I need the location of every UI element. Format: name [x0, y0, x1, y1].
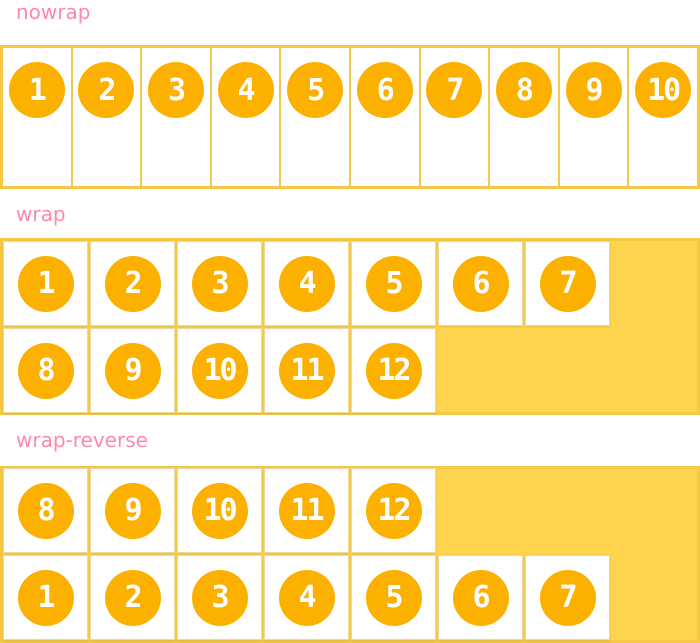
label-wrap: wrap — [16, 202, 66, 226]
number-badge: 9 — [104, 342, 161, 399]
number-badge: 6 — [356, 62, 413, 118]
number-badge: 1 — [17, 569, 74, 626]
nowrap-container: 1 2 3 4 5 6 7 8 9 10 — [0, 45, 700, 189]
flex-item: 4 — [264, 241, 349, 326]
number-badge: 6 — [452, 255, 509, 312]
number-badge: 3 — [147, 62, 204, 118]
flex-item: 3 — [142, 48, 212, 186]
flex-item: 12 — [351, 468, 436, 553]
number-badge: 6 — [452, 569, 509, 626]
flex-item: 7 — [525, 241, 610, 326]
number-badge: 2 — [104, 255, 161, 312]
number-badge: 7 — [539, 569, 596, 626]
number-badge: 2 — [104, 569, 161, 626]
flex-item: 6 — [438, 555, 523, 640]
flex-item: 4 — [264, 555, 349, 640]
number-badge: 3 — [191, 255, 248, 312]
number-badge: 11 — [278, 342, 335, 399]
flex-item: 1 — [3, 241, 88, 326]
flex-item: 2 — [90, 555, 175, 640]
flex-item: 5 — [281, 48, 351, 186]
number-badge: 2 — [78, 62, 135, 118]
number-badge: 9 — [565, 62, 622, 118]
number-badge: 4 — [217, 62, 274, 118]
flex-item: 7 — [420, 48, 491, 186]
flex-item: 3 — [177, 241, 262, 326]
flex-item: 7 — [525, 555, 610, 640]
flex-item: 6 — [438, 241, 523, 326]
flex-item: 8 — [490, 48, 560, 186]
flex-item: 1 — [3, 48, 73, 186]
number-badge: 12 — [365, 342, 422, 399]
flex-item: 5 — [351, 555, 436, 640]
number-badge: 4 — [278, 255, 335, 312]
number-badge: 3 — [191, 569, 248, 626]
flex-item: 3 — [177, 555, 262, 640]
number-badge: 8 — [495, 62, 552, 118]
number-badge: 7 — [426, 62, 483, 118]
flex-item: 8 — [3, 328, 88, 413]
number-badge: 5 — [365, 255, 422, 312]
label-wrap-reverse: wrap-reverse — [16, 428, 148, 452]
number-badge: 5 — [365, 569, 422, 626]
number-badge: 10 — [635, 62, 692, 118]
number-badge: 11 — [278, 482, 335, 539]
number-badge: 5 — [287, 62, 344, 118]
flex-item: 11 — [264, 328, 349, 413]
number-badge: 4 — [278, 569, 335, 626]
flex-item: 1 — [3, 555, 88, 640]
flex-item: 2 — [72, 48, 143, 186]
number-badge: 10 — [191, 482, 248, 539]
flex-item: 10 — [177, 468, 262, 553]
flex-item: 2 — [90, 241, 175, 326]
wrap-container: 1 2 3 4 5 6 7 8 9 10 11 12 — [0, 238, 700, 415]
number-badge: 1 — [8, 62, 65, 118]
flex-item: 12 — [351, 328, 436, 413]
flex-item: 8 — [3, 468, 88, 553]
flex-item: 11 — [264, 468, 349, 553]
number-badge: 9 — [104, 482, 161, 539]
flex-item: 9 — [559, 48, 630, 186]
number-badge: 1 — [17, 255, 74, 312]
flex-item: 9 — [90, 468, 175, 553]
flex-item: 10 — [177, 328, 262, 413]
flex-item: 9 — [90, 328, 175, 413]
flex-item: 10 — [629, 48, 697, 186]
number-badge: 12 — [365, 482, 422, 539]
wrap-reverse-container: 1 2 3 4 5 6 7 8 9 10 11 12 — [0, 466, 700, 643]
number-badge: 8 — [17, 482, 74, 539]
number-badge: 7 — [539, 255, 596, 312]
number-badge: 8 — [17, 342, 74, 399]
number-badge: 10 — [191, 342, 248, 399]
flex-item: 5 — [351, 241, 436, 326]
flex-item: 6 — [350, 48, 421, 186]
label-nowrap: nowrap — [16, 0, 91, 24]
flex-item: 4 — [211, 48, 282, 186]
